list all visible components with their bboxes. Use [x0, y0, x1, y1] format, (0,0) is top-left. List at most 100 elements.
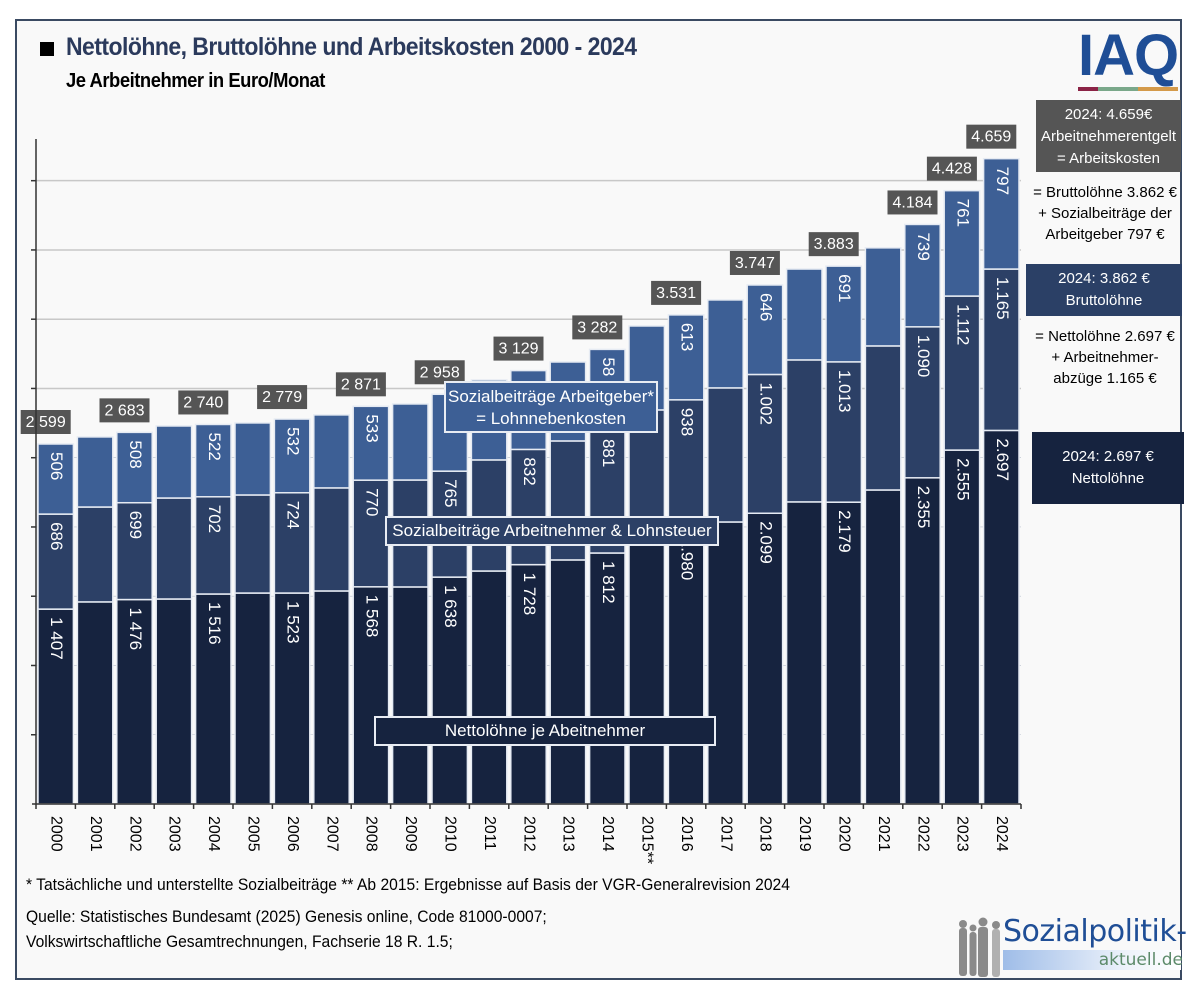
annotation-arbeitskosten-box: 2024: 4.659€ Arbeitnehmerentgelt = Arbei… [1036, 100, 1181, 172]
bar-segment-net-wages [470, 570, 508, 805]
total-label-box [808, 232, 859, 257]
x-tick-label: 2005 [244, 816, 261, 852]
logo-gradient-bar [1003, 950, 1181, 970]
total-value-label: 4.428 [932, 161, 972, 178]
iaq-bar-segment [1138, 87, 1178, 91]
total-value-label: 2 871 [341, 376, 381, 393]
x-tick-label: 2018 [757, 816, 774, 852]
total-label-box [493, 336, 544, 361]
segment-value-label: 533 [362, 414, 381, 442]
x-tick-label: 2019 [796, 816, 813, 852]
segment-value-label: 1 568 [362, 595, 381, 638]
total-label-box [414, 360, 465, 385]
annotation-line: Arbeitgeber 797 € [1045, 226, 1165, 243]
total-value-label: 3.531 [656, 285, 696, 302]
logo-text-sub: aktuell.de [1098, 950, 1183, 970]
total-value-label: 2 958 [420, 364, 460, 381]
bar-segment-employee-deductions [707, 387, 744, 523]
people-silhouettes-icon [959, 917, 1000, 977]
bar-segment-employer-contributions [825, 265, 863, 363]
total-label-box [257, 385, 308, 410]
segment-value-label: 522 [205, 432, 224, 460]
segment-value-label: 699 [126, 511, 145, 539]
annotation-line: Nettolöhne [1071, 470, 1145, 487]
bar-segment-employer-contributions [194, 423, 232, 498]
segment-value-label: 938 [678, 408, 697, 436]
annotation-line: 2024: 2.697 € [1062, 448, 1154, 465]
annotation-line: Arbeitnehmerentgelt [1040, 128, 1177, 145]
bar-segment-net-wages [313, 590, 350, 805]
series-label-line: Sozialbeiträge Arbeitgeber* [447, 387, 655, 406]
annotation-line: 2024: 3.862 € [1058, 270, 1150, 287]
bar-segment-employer-contributions [76, 436, 114, 508]
bar-segment-net-wages [273, 592, 311, 805]
bar-segment-employee-deductions [785, 359, 823, 503]
segment-value-label: 1 728 [520, 573, 539, 616]
total-label-box [966, 124, 1017, 149]
segment-value-label: 761 [953, 199, 972, 227]
bar-segment-employer-contributions [864, 247, 902, 347]
segment-value-label: 508 [126, 440, 145, 468]
segment-value-label: 797 [993, 167, 1012, 195]
bar-segment-net-wages [549, 559, 587, 805]
total-label-box [178, 390, 229, 415]
segment-value-label: 770 [362, 488, 381, 516]
total-value-label: 4.659 [971, 129, 1011, 146]
chart-title: Nettolöhne, Bruttolöhne und Arbeitskoste… [66, 33, 637, 61]
bar-segment-employee-deductions [37, 513, 75, 610]
series-label-net-wages: Nettolöhne je Abeitnehmer [374, 716, 716, 746]
segment-value-label: 724 [284, 501, 303, 529]
bar-segment-employer-contributions [273, 418, 311, 494]
total-value-label: 3 129 [498, 341, 538, 358]
x-tick-label: 2023 [954, 816, 971, 852]
annotation-line: 2024: 4.659€ [1064, 106, 1153, 123]
annotation-netto-explanation: = Nettolöhne 2.697 € + Arbeitnehmer- abz… [1030, 326, 1180, 389]
x-tick-label: 2024 [993, 816, 1010, 852]
x-tick-label: 2007 [323, 816, 340, 852]
annotation-line: = Arbeitskosten [1057, 150, 1160, 167]
bar-segment-employee-deductions [313, 487, 350, 592]
bar-segment-net-wages [194, 593, 232, 805]
bar-segment-net-wages [746, 512, 784, 805]
bar-segment-net-wages [864, 489, 902, 805]
segment-value-label: 1 407 [47, 617, 66, 660]
bar-segment-employee-deductions [194, 496, 232, 595]
bar-segment-employee-deductions [746, 373, 784, 515]
segment-value-label: 1 476 [126, 608, 145, 651]
segment-value-label: 686 [47, 522, 66, 550]
total-value-label: 3.747 [735, 255, 775, 272]
x-tick-label: 2003 [166, 816, 183, 852]
bar-segment-employee-deductions [470, 459, 508, 572]
iaq-bar-segment [1098, 87, 1138, 91]
bar-segment-employer-contributions [667, 314, 705, 401]
bar-segment-net-wages [628, 542, 666, 805]
total-label-box [335, 372, 386, 397]
bar-segment-employer-contributions [904, 223, 941, 328]
bar-segment-employee-deductions [982, 268, 1020, 432]
x-tick-label: 2006 [284, 816, 301, 852]
bar-segment-employee-deductions [904, 326, 941, 479]
total-label-box [20, 410, 71, 434]
bar-segment-employee-deductions [667, 399, 705, 531]
bar-segment-net-wages [234, 592, 272, 805]
bar-segment-net-wages [667, 528, 705, 805]
bar-segment-net-wages [785, 501, 823, 805]
segment-value-label: 2.179 [835, 510, 854, 553]
total-value-label: 2 779 [262, 389, 302, 406]
iaq-logo: IAQ [1078, 26, 1179, 91]
x-tick-label: 2017 [717, 816, 734, 852]
segment-value-label: 702 [205, 505, 224, 533]
annotation-line: + Sozialbeiträge der [1038, 205, 1172, 222]
total-label-box [651, 280, 702, 305]
bar-segment-net-wages [76, 601, 114, 805]
x-tick-label: 2001 [87, 816, 104, 852]
bar-segment-employee-deductions [76, 506, 114, 603]
bar-segment-employer-contributions [785, 268, 823, 361]
sozialpolitik-aktuell-logo: Sozialpolitik- aktuell.de [955, 912, 1187, 978]
total-value-label: 3 282 [577, 319, 617, 336]
bar-segment-net-wages [510, 563, 547, 805]
bar-segment-employer-contributions [746, 284, 784, 376]
x-tick-label: 2012 [520, 816, 537, 852]
source-line: Quelle: Statistisches Bundesamt (2025) G… [26, 907, 547, 926]
